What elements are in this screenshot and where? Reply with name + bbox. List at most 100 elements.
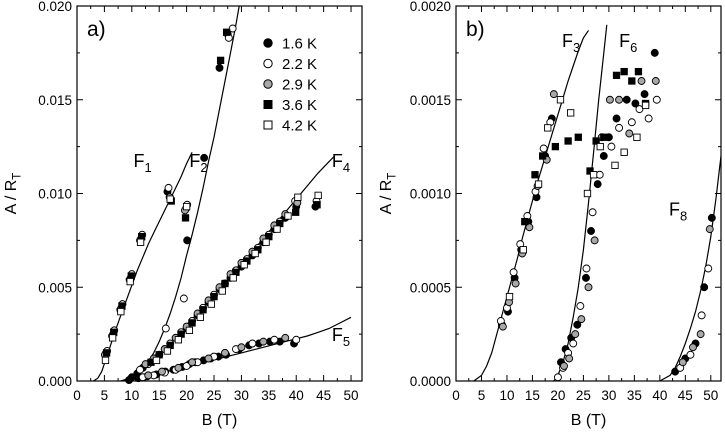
point-29k — [615, 95, 624, 104]
point-16k — [707, 213, 716, 222]
point-29k — [705, 225, 714, 234]
point-42k — [101, 356, 110, 365]
point-29k — [281, 333, 290, 342]
legend-marker — [263, 38, 273, 48]
point-29k — [651, 77, 660, 85]
x-tick-label: 10 — [124, 388, 139, 403]
point-22k — [582, 264, 591, 273]
x-tick-label: 20 — [179, 388, 194, 403]
panel-label: b) — [466, 18, 485, 41]
point-36k — [210, 292, 218, 301]
point-42k — [620, 148, 628, 156]
curve-label-f8-sub: 8 — [680, 209, 687, 224]
y-tick-label: 0.0000 — [410, 374, 451, 389]
panel-b: 0 5 10 15 20 25 30 35 40 45 50 0.0000 0.0005 0.0010 0.… — [378, 0, 722, 429]
legend-label: 4.2 K — [282, 118, 317, 135]
fit-curve-f2 — [120, 6, 240, 381]
point-29k — [511, 279, 520, 288]
point-16k — [612, 114, 621, 123]
x-tick-label: 30 — [234, 388, 249, 403]
curve-label-f1-main: F — [133, 151, 144, 171]
curve-label-f4: F4 — [332, 151, 350, 175]
fit-curve-f6 — [553, 24, 608, 381]
point-42k — [262, 238, 270, 246]
plot-frame — [76, 5, 363, 382]
point-42k — [163, 347, 172, 355]
point-36k — [531, 171, 539, 179]
point-42k — [505, 292, 514, 301]
point-36k — [216, 56, 225, 65]
point-29k — [678, 358, 687, 367]
point-16k — [700, 283, 709, 292]
point-42k — [207, 300, 215, 308]
y-tick-label: 0.010 — [38, 187, 72, 202]
y-axis-label-group: A / RT — [3, 173, 23, 215]
point-22k — [588, 208, 597, 217]
point-29k — [144, 371, 153, 380]
point-29k — [560, 362, 568, 370]
point-22k — [569, 339, 578, 348]
legend-label: 2.9 K — [282, 77, 317, 94]
y-tick-label: 0.000 — [38, 374, 72, 389]
x-tick-label: 10 — [499, 388, 514, 403]
point-42k — [589, 171, 598, 179]
legend-marker — [263, 100, 273, 109]
point-29k — [571, 330, 580, 339]
point-42k — [583, 189, 592, 198]
y-axis-label-main: A / R — [3, 180, 20, 215]
point-16k — [573, 320, 582, 329]
point-36k — [181, 214, 190, 222]
point-42k — [182, 202, 191, 211]
point-36k — [102, 349, 111, 357]
y-tick-label: 0.0020 — [410, 0, 451, 14]
point-42k — [519, 246, 527, 254]
y-tick-label: 0.015 — [38, 93, 72, 108]
point-22k — [270, 335, 279, 344]
x-tick-label: 30 — [601, 388, 616, 403]
curve-label-f4-sub: 4 — [343, 160, 350, 175]
point-42k — [108, 334, 117, 342]
point-36k — [292, 208, 300, 216]
curve-label-f5-sub: 5 — [343, 334, 350, 349]
point-22k — [509, 268, 518, 277]
point-22k — [576, 302, 585, 310]
legend-marker — [263, 79, 273, 89]
point-36k — [222, 28, 231, 36]
x-tick-label: 15 — [152, 388, 167, 403]
x-tick-label: 50 — [344, 388, 359, 403]
legend-label: 2.2 K — [282, 56, 317, 73]
point-22k — [553, 373, 562, 382]
fit-curve-f4 — [120, 155, 336, 381]
curve-label-f8-main: F — [669, 200, 680, 220]
point-36k — [313, 201, 321, 209]
fit-curve-f3 — [473, 30, 589, 381]
point-29k — [577, 315, 586, 324]
x-tick-label: 0 — [452, 388, 460, 403]
point-42k — [229, 274, 237, 282]
x-tick-label: 15 — [525, 388, 540, 403]
y-axis-label-sub: T — [386, 173, 398, 180]
point-16k — [183, 236, 192, 245]
point-22k — [228, 24, 237, 33]
point-42k — [185, 326, 194, 335]
point-42k — [641, 101, 650, 110]
legend-label: 3.6 K — [282, 97, 317, 114]
point-36k — [592, 137, 600, 145]
point-36k — [628, 77, 636, 85]
point-22k — [539, 144, 548, 153]
x-tick-label: 40 — [289, 388, 304, 403]
point-16k — [215, 63, 224, 72]
point-29k — [221, 348, 229, 357]
point-22k — [652, 95, 661, 104]
point-29k — [625, 129, 634, 138]
curve-label-f6: F6 — [619, 31, 637, 55]
point-16k — [650, 48, 659, 57]
panel-label: a) — [87, 18, 106, 41]
point-36k — [600, 133, 608, 141]
y-axis-label-group: A / RT — [378, 173, 398, 215]
x-tick-label: 50 — [703, 388, 718, 403]
point-42k — [174, 336, 183, 344]
x-tick-label: 25 — [576, 388, 591, 403]
point-29k — [584, 283, 593, 292]
point-42k — [544, 124, 552, 132]
